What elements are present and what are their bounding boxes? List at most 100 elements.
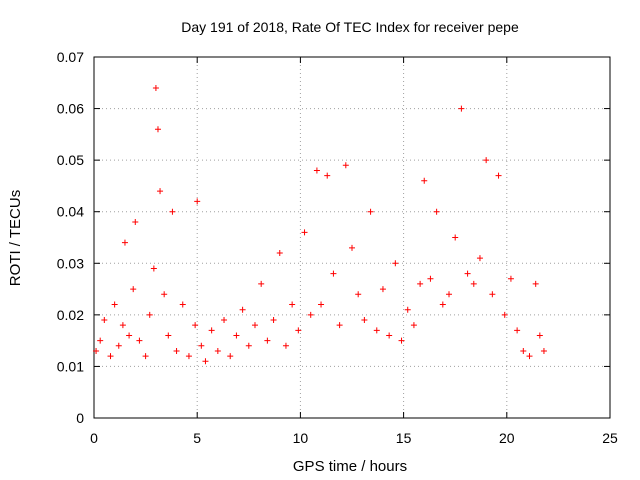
data-point xyxy=(452,234,459,241)
data-point xyxy=(157,188,164,195)
data-point xyxy=(421,177,428,184)
data-point xyxy=(361,317,368,324)
data-point xyxy=(251,322,258,329)
y-tick-label: 0.07 xyxy=(57,49,84,65)
data-point xyxy=(270,317,277,324)
data-point xyxy=(119,322,126,329)
data-point xyxy=(349,244,355,251)
data-point xyxy=(264,337,271,344)
data-point xyxy=(214,347,221,354)
data-point xyxy=(258,280,265,287)
data-point xyxy=(111,301,118,308)
data-point xyxy=(295,327,302,334)
data-point xyxy=(470,280,477,287)
data-point xyxy=(355,291,362,298)
data-point xyxy=(208,327,215,334)
data-point xyxy=(386,332,393,339)
y-tick-label: 0.03 xyxy=(57,255,84,271)
data-point xyxy=(404,306,411,313)
data-point xyxy=(152,84,159,91)
x-tick-label: 20 xyxy=(499,430,515,446)
data-point xyxy=(146,311,153,318)
data-point xyxy=(476,255,483,262)
data-point xyxy=(342,162,349,169)
data-point xyxy=(132,219,139,226)
data-point xyxy=(514,327,521,334)
data-point xyxy=(464,270,471,277)
y-tick-label: 0.05 xyxy=(57,152,84,168)
data-point xyxy=(179,301,186,308)
data-point xyxy=(221,317,228,324)
data-point xyxy=(495,172,502,179)
data-point xyxy=(330,270,337,277)
data-point xyxy=(245,342,252,349)
data-point xyxy=(121,239,128,246)
data-point xyxy=(458,105,465,112)
data-point xyxy=(130,286,137,293)
data-point xyxy=(318,301,325,308)
data-point xyxy=(324,172,331,179)
data-point xyxy=(198,342,205,349)
data-point xyxy=(398,337,405,344)
plot-area xyxy=(93,56,611,419)
data-point xyxy=(165,332,172,339)
data-point xyxy=(154,126,161,133)
y-tick-label: 0.06 xyxy=(57,101,84,117)
data-point xyxy=(536,332,543,339)
data-point xyxy=(282,342,289,349)
data-point xyxy=(307,311,314,318)
data-point xyxy=(202,358,209,365)
data-point xyxy=(150,265,157,272)
data-point xyxy=(161,291,168,298)
y-tick-label: 0 xyxy=(76,410,84,426)
chart-title: Day 191 of 2018, Rate Of TEC Index for r… xyxy=(181,19,519,35)
data-point xyxy=(379,286,386,293)
data-point xyxy=(115,342,122,349)
data-point xyxy=(540,347,547,354)
data-point xyxy=(101,317,108,324)
data-point xyxy=(417,280,424,287)
data-point xyxy=(433,208,440,215)
data-point xyxy=(439,301,446,308)
grid xyxy=(94,57,610,418)
data-point xyxy=(301,229,308,236)
data-point xyxy=(336,322,343,329)
x-tick-label: 10 xyxy=(293,430,309,446)
data-point xyxy=(483,157,490,164)
x-axis-label: GPS time / hours xyxy=(293,458,407,475)
data-point xyxy=(185,353,192,360)
y-axis-label: ROTI / TECUs xyxy=(7,190,24,286)
data-point xyxy=(169,208,176,215)
data-point xyxy=(97,337,104,344)
x-tick-label: 25 xyxy=(602,430,618,446)
y-tick-label: 0.02 xyxy=(57,307,84,323)
x-tick-label: 15 xyxy=(396,430,412,446)
data-point xyxy=(489,291,496,298)
data-point xyxy=(410,322,417,329)
y-tick-label: 0.04 xyxy=(57,204,84,220)
data-point xyxy=(126,332,133,339)
data-point xyxy=(136,337,143,344)
data-point xyxy=(173,347,180,354)
data-point xyxy=(192,322,199,329)
data-point xyxy=(446,291,453,298)
data-point xyxy=(532,280,539,287)
data-point xyxy=(194,198,201,205)
data-point xyxy=(501,311,508,318)
data-point xyxy=(526,353,533,360)
axis-ticks: 0 5 10 15 20 25 0 0.01 0.02 0.03 0.04 0.05 0.06 0.07 xyxy=(57,49,618,446)
data-point xyxy=(239,306,246,313)
data-point xyxy=(507,275,514,282)
data-point xyxy=(93,347,100,354)
x-tick-label: 5 xyxy=(193,430,201,446)
data-points xyxy=(93,84,547,365)
data-point xyxy=(392,260,399,267)
data-point xyxy=(520,347,527,354)
data-point xyxy=(427,275,434,282)
data-point xyxy=(142,353,149,360)
data-point xyxy=(313,167,320,174)
data-point xyxy=(227,353,234,360)
data-point xyxy=(289,301,296,308)
data-point xyxy=(233,332,240,339)
